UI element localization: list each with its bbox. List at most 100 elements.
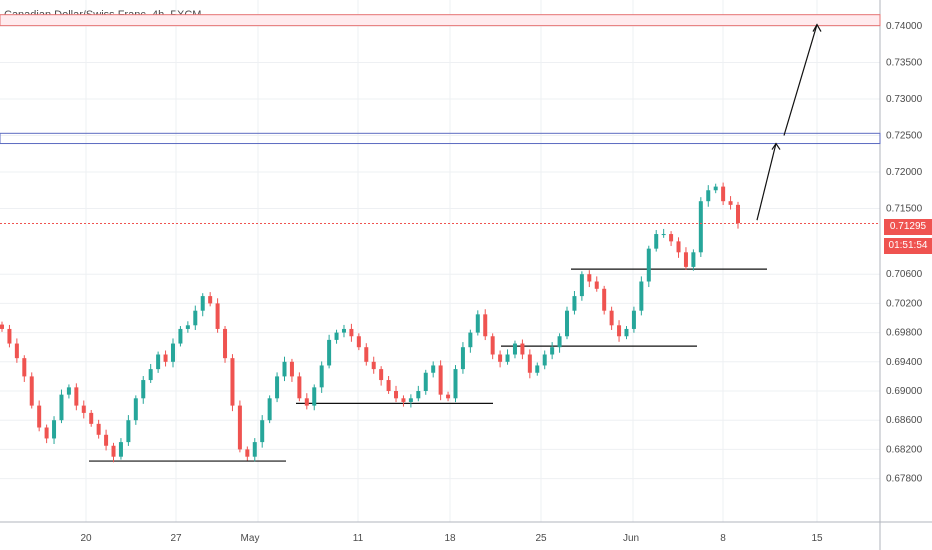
candle-body (394, 391, 399, 399)
y-tick-label: 0.72000 (886, 167, 923, 178)
candle-body (96, 423, 101, 435)
arrow-head (771, 142, 781, 150)
candle-body (208, 296, 213, 304)
candle-body (661, 234, 666, 236)
candle-body (349, 328, 354, 337)
candle-body (275, 376, 280, 399)
y-tick-label: 0.70200 (886, 298, 923, 309)
y-tick-label: 0.74000 (886, 21, 923, 32)
x-tick-label: May (241, 533, 260, 544)
candle-body (527, 354, 532, 373)
candle-body (282, 361, 287, 377)
y-tick-label: 0.71500 (886, 204, 923, 215)
candle-body (683, 252, 688, 267)
candle-body (676, 241, 681, 253)
candle-body (200, 296, 205, 311)
candle-body (431, 365, 436, 373)
x-tick-label: 18 (444, 533, 456, 544)
candle-body (312, 387, 317, 406)
candle-body (669, 234, 674, 242)
candle-body (252, 442, 257, 457)
candle-body (178, 328, 183, 344)
candle-body (59, 394, 64, 421)
candle-body (602, 288, 607, 311)
y-tick-label: 0.70600 (886, 269, 923, 280)
candle-body (37, 405, 42, 428)
x-tick-label: Jun (623, 533, 639, 544)
candle-body (401, 398, 406, 402)
candle-body (520, 343, 525, 355)
candle-body (721, 186, 726, 202)
candle-body (453, 369, 458, 399)
candle-body (550, 347, 555, 355)
candle-body (483, 314, 488, 337)
candle-body (156, 354, 161, 370)
candle-body (230, 358, 235, 406)
candle-body (29, 376, 34, 406)
candle-body (133, 398, 138, 421)
y-tick-label: 0.69400 (886, 357, 923, 368)
projection-arrow-1 (756, 143, 777, 221)
candle-body (44, 427, 49, 439)
candle-body (7, 328, 12, 344)
candle-body (341, 328, 346, 333)
candle-body (237, 405, 242, 450)
candle-body (736, 204, 740, 224)
candle-body (639, 281, 644, 311)
candle-body (386, 380, 391, 391)
candle-body (304, 398, 309, 406)
candle-body (512, 343, 517, 355)
candle-body (52, 420, 57, 439)
candle-body (542, 354, 547, 366)
x-tick-label: 8 (720, 533, 726, 544)
candle-body (89, 412, 94, 424)
candle-body (498, 354, 503, 362)
candle-body (141, 380, 146, 399)
candle-body (148, 369, 153, 381)
y-tick-label: 0.69000 (886, 386, 923, 397)
candle-body (223, 328, 228, 359)
candle-body (267, 398, 272, 421)
candle-body (654, 234, 659, 249)
candle-body (706, 190, 711, 202)
candle-body (460, 347, 465, 370)
candle-body (185, 325, 190, 329)
candle-body (74, 387, 79, 406)
candle-body (713, 186, 718, 191)
candle-body (587, 274, 592, 282)
current-price-badge: 0.71295 (884, 219, 932, 235)
candle-body (557, 336, 562, 348)
candle-body (572, 296, 577, 311)
candle-body (631, 310, 636, 329)
candle-body (0, 324, 4, 329)
candle-body (111, 445, 116, 457)
y-tick-label: 0.69800 (886, 328, 923, 339)
candle-body (579, 274, 584, 297)
projection-arrow-2 (783, 24, 818, 136)
x-tick-label: 15 (811, 533, 823, 544)
candle-body (163, 354, 168, 362)
candle-body (371, 361, 376, 370)
x-tick-label: 20 (80, 533, 92, 544)
y-tick-label: 0.72500 (886, 131, 923, 142)
candle-body (423, 372, 428, 391)
x-tick-label: 25 (535, 533, 547, 544)
candle-body (698, 201, 703, 253)
candle-body (215, 303, 220, 329)
candle-body (565, 310, 570, 337)
candle-body (416, 391, 421, 399)
arrow-head (812, 23, 822, 32)
candle-body (297, 376, 302, 399)
x-tick-label: 11 (353, 533, 364, 544)
candle-body (126, 420, 131, 443)
candle-body (646, 248, 651, 282)
candle-body (260, 420, 265, 443)
countdown-badge: 01:51:54 (884, 238, 932, 254)
candle-body (22, 358, 27, 377)
y-tick-label: 0.73500 (886, 58, 923, 69)
candle-body (104, 434, 109, 446)
candle-body (468, 332, 473, 348)
candle-body (245, 449, 250, 457)
candle-body (728, 201, 733, 205)
